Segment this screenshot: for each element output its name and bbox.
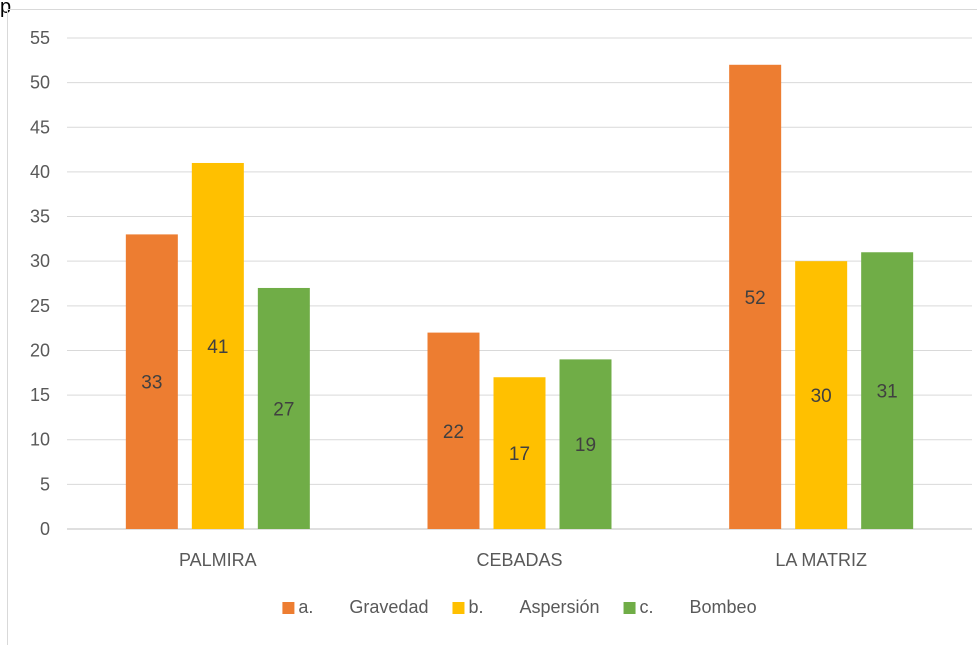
bar xyxy=(493,377,546,529)
caption-fragment: p xyxy=(0,0,12,18)
legend-swatch xyxy=(282,602,295,614)
category-label: PALMIRA xyxy=(179,550,257,570)
legend-label: a. Gravedad xyxy=(298,597,428,617)
legend: a. Gravedad b. Aspersión c. Bombeo xyxy=(282,597,757,617)
y-tick-label: 5 xyxy=(40,474,50,494)
legend-swatch xyxy=(452,602,465,614)
data-label: 52 xyxy=(745,288,766,309)
data-label: 27 xyxy=(273,399,294,420)
y-tick-label: 20 xyxy=(30,340,50,360)
bar xyxy=(191,162,244,529)
data-label: 30 xyxy=(811,386,832,407)
y-tick-label: 40 xyxy=(30,162,50,182)
y-tick-label: 45 xyxy=(30,117,50,137)
y-tick-label: 30 xyxy=(30,251,50,271)
bar xyxy=(559,359,612,529)
data-label: 41 xyxy=(207,337,228,358)
data-label: 22 xyxy=(443,422,464,443)
bar xyxy=(729,64,782,530)
data-label: 19 xyxy=(575,435,596,456)
category-label: LA MATRIZ xyxy=(775,550,867,570)
legend-swatch xyxy=(623,602,636,614)
y-tick-label: 0 xyxy=(40,519,50,539)
bar xyxy=(125,234,178,529)
bar xyxy=(795,261,848,529)
bar xyxy=(861,252,914,529)
y-axis-ticks: 0 5 10 15 20 25 30 35 40 45 50 55 xyxy=(30,28,50,539)
y-tick-label: 10 xyxy=(30,430,50,450)
bar xyxy=(427,332,480,529)
data-label: 31 xyxy=(877,382,898,403)
y-tick-label: 55 xyxy=(30,28,50,48)
y-tick-label: 25 xyxy=(30,296,50,316)
data-label: 33 xyxy=(141,373,162,394)
chart-frame xyxy=(7,9,977,645)
bar xyxy=(257,287,310,529)
y-tick-label: 15 xyxy=(30,385,50,405)
y-tick-label: 35 xyxy=(30,207,50,227)
y-tick-label: 50 xyxy=(30,73,50,93)
data-label: 17 xyxy=(509,444,530,465)
x-axis-categories: PALMIRA CEBADAS LA MATRIZ xyxy=(179,550,867,570)
bars: 33 41 27 22 17 19 52 30 31 xyxy=(125,64,914,530)
legend-label: c. Bombeo xyxy=(640,597,757,617)
legend-label: b. Aspersión xyxy=(468,597,599,617)
category-label: CEBADAS xyxy=(476,550,562,570)
